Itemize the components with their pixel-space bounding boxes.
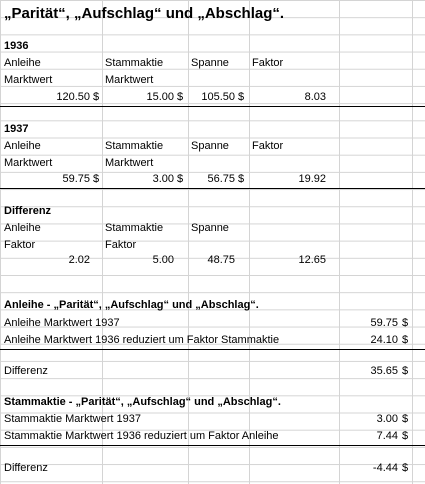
- currency-symbol: $: [402, 334, 409, 346]
- currency-symbol: $: [238, 91, 245, 103]
- difference-heading: Differenz: [4, 205, 52, 217]
- cell-header[interactable]: Faktor: [4, 239, 36, 251]
- row-separator: [0, 188, 425, 189]
- currency-symbol: $: [402, 317, 409, 329]
- currency-symbol: $: [238, 173, 245, 185]
- row-label[interactable]: Differenz: [4, 462, 48, 474]
- column-divider: [339, 0, 340, 484]
- cell-header[interactable]: Stammaktie: [105, 140, 164, 152]
- cell-header[interactable]: Anleihe: [4, 140, 41, 152]
- cell-value[interactable]: 5.00: [152, 254, 174, 266]
- cell-value[interactable]: 56.75: [207, 173, 235, 185]
- cell-header[interactable]: Faktor: [252, 57, 284, 69]
- currency-symbol: $: [402, 365, 409, 377]
- column-divider: [412, 0, 413, 484]
- anleihe-section-heading: Anleihe - „Parität“, „Aufschlag“ und „Ab…: [4, 299, 259, 311]
- column-divider: [249, 0, 250, 484]
- column-divider: [102, 0, 103, 484]
- row-separator: [0, 349, 425, 350]
- currency-symbol: $: [93, 173, 100, 185]
- row-label[interactable]: Stammaktie Marktwert 1936 reduziert um F…: [4, 430, 279, 442]
- cell-value[interactable]: 15.00: [146, 91, 174, 103]
- cell-value[interactable]: 120.50: [56, 91, 90, 103]
- cell-header[interactable]: Stammaktie: [105, 222, 164, 234]
- cell-header[interactable]: Anleihe: [4, 57, 41, 69]
- cell-header[interactable]: Stammaktie: [105, 57, 164, 69]
- currency-symbol: $: [402, 462, 409, 474]
- cell-header[interactable]: Faktor: [252, 140, 284, 152]
- currency-symbol: $: [402, 430, 409, 442]
- cell-value[interactable]: 3.00: [152, 173, 174, 185]
- cell-header[interactable]: Spanne: [191, 140, 229, 152]
- currency-symbol: $: [402, 413, 409, 425]
- cell-value[interactable]: -4.44: [372, 462, 398, 474]
- cell-header[interactable]: Faktor: [105, 239, 137, 251]
- cell-value[interactable]: 8.03: [304, 91, 326, 103]
- cell-value[interactable]: 19.92: [298, 173, 326, 185]
- cell-header[interactable]: Spanne: [191, 222, 229, 234]
- row-label[interactable]: Anleihe Marktwert 1936 reduziert um Fakt…: [4, 334, 280, 346]
- cell-header[interactable]: Anleihe: [4, 222, 41, 234]
- cell-value[interactable]: 2.02: [68, 254, 90, 266]
- column-divider: [188, 0, 189, 484]
- row-label[interactable]: Stammaktie Marktwert 1937: [4, 413, 141, 425]
- cell-header[interactable]: Marktwert: [4, 74, 53, 86]
- cell-header[interactable]: Marktwert: [4, 157, 53, 169]
- cell-value[interactable]: 105.50: [201, 91, 235, 103]
- currency-symbol: $: [177, 91, 184, 103]
- cell-value[interactable]: 24.10: [370, 334, 398, 346]
- cell-header[interactable]: Spanne: [191, 57, 229, 69]
- cell-value[interactable]: 3.00: [376, 413, 398, 425]
- sheet-title: „Parität“, „Aufschlag“ und „Abschlag“.: [4, 5, 285, 22]
- currency-symbol: $: [93, 91, 100, 103]
- row-separator: [0, 106, 425, 107]
- row-label[interactable]: Differenz: [4, 365, 48, 377]
- cell-value[interactable]: 35.65: [370, 365, 398, 377]
- cell-header[interactable]: Marktwert: [105, 74, 154, 86]
- cell-value[interactable]: 59.75: [62, 173, 90, 185]
- cell-value[interactable]: 48.75: [207, 254, 235, 266]
- row-separator: [0, 445, 425, 446]
- year-1937-heading: 1937: [4, 123, 29, 135]
- year-1936-heading: 1936: [4, 40, 29, 52]
- row-label[interactable]: Anleihe Marktwert 1937: [4, 317, 120, 329]
- cell-header[interactable]: Marktwert: [105, 157, 154, 169]
- currency-symbol: $: [177, 173, 184, 185]
- cell-value[interactable]: 59.75: [370, 317, 398, 329]
- cell-value[interactable]: 7.44: [376, 430, 398, 442]
- stammaktie-section-heading: Stammaktie - „Parität“, „Aufschlag“ und …: [4, 396, 281, 408]
- cell-value[interactable]: 12.65: [298, 254, 326, 266]
